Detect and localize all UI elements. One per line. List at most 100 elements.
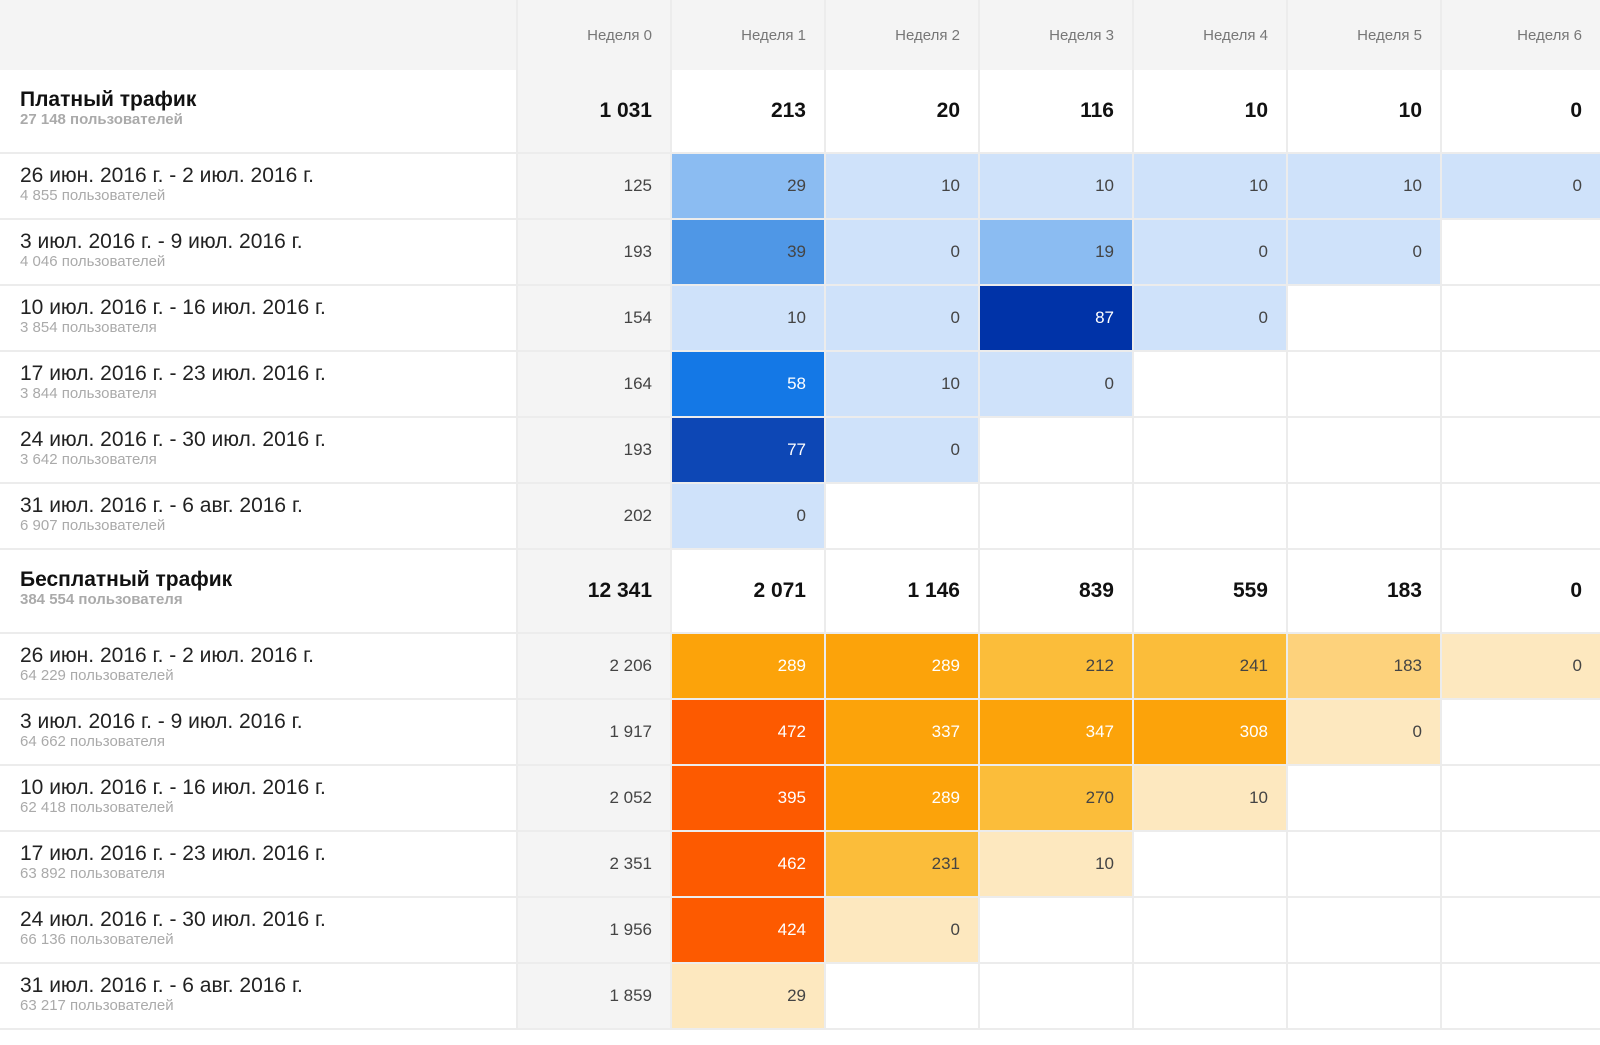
cohort-cell[interactable]: 2 351 [518,832,672,896]
cohort-cell[interactable]: 347 [980,700,1134,764]
cohort-cell[interactable]: 10 [980,154,1134,218]
cohort-cell[interactable] [1134,964,1288,1028]
cohort-cell[interactable]: 29 [672,154,826,218]
cohort-cell[interactable]: 10 [980,832,1134,896]
cohort-cell[interactable]: 270 [980,766,1134,830]
cohort-cell[interactable]: 472 [672,700,826,764]
cohort-cell[interactable]: 202 [518,484,672,548]
cohort-cell[interactable] [1442,220,1600,284]
cohort-cell[interactable]: 0 [1134,220,1288,284]
cohort-cell[interactable]: 0 [1442,154,1600,218]
cohort-cell[interactable] [1288,766,1442,830]
cohort-cell[interactable]: 10 [826,352,980,416]
column-header[interactable]: Неделя 0 [587,26,652,44]
cohort-cell[interactable] [1442,964,1600,1028]
cohort-cell[interactable] [1288,832,1442,896]
group-row[interactable]: Бесплатный трафик 384 554 пользователя 12 … [0,550,1600,634]
cohort-cell[interactable]: 10 [1134,154,1288,218]
table-row[interactable]: 31 июл. 2016 г. - 6 авг. 2016 г. 6 907 по… [0,484,1600,550]
group-row[interactable]: Платный трафик 27 148 пользователей 1 031 2… [0,70,1600,154]
cohort-cell[interactable]: 125 [518,154,672,218]
cohort-cell[interactable]: 289 [826,634,980,698]
cohort-cell[interactable]: 462 [672,832,826,896]
cohort-cell[interactable]: 164 [518,352,672,416]
cohort-cell[interactable] [826,964,980,1028]
cohort-cell[interactable]: 231 [826,832,980,896]
cohort-cell[interactable]: 183 [1288,634,1442,698]
cohort-cell[interactable] [1442,700,1600,764]
cohort-cell[interactable]: 193 [518,418,672,482]
table-row[interactable]: 24 июл. 2016 г. - 30 июл. 2016 г. 66 136 … [0,898,1600,964]
cohort-cell[interactable] [1134,832,1288,896]
cohort-cell[interactable]: 39 [672,220,826,284]
cohort-cell[interactable]: 395 [672,766,826,830]
cohort-cell[interactable]: 29 [672,964,826,1028]
table-row[interactable]: 3 июл. 2016 г. - 9 июл. 2016 г. 4 046 пол… [0,220,1600,286]
cohort-cell[interactable] [1442,832,1600,896]
cohort-cell[interactable]: 1 859 [518,964,672,1028]
cohort-cell[interactable] [1442,418,1600,482]
cohort-cell[interactable] [1442,286,1600,350]
cohort-cell[interactable]: 10 [672,286,826,350]
cohort-cell[interactable]: 212 [980,634,1134,698]
cohort-cell[interactable] [980,898,1134,962]
cohort-cell[interactable]: 0 [826,286,980,350]
cohort-cell[interactable]: 0 [826,220,980,284]
cohort-cell[interactable] [980,484,1134,548]
cohort-cell[interactable]: 424 [672,898,826,962]
cohort-cell[interactable]: 10 [1134,766,1288,830]
cohort-cell[interactable]: 58 [672,352,826,416]
cohort-cell[interactable]: 19 [980,220,1134,284]
table-row[interactable]: 31 июл. 2016 г. - 6 авг. 2016 г. 63 217 п… [0,964,1600,1030]
table-row[interactable]: 3 июл. 2016 г. - 9 июл. 2016 г. 64 662 по… [0,700,1600,766]
cohort-cell[interactable]: 0 [826,898,980,962]
table-row[interactable]: 17 июл. 2016 г. - 23 июл. 2016 г. 3 844 п… [0,352,1600,418]
cohort-cell[interactable]: 0 [1134,286,1288,350]
cohort-cell[interactable] [980,418,1134,482]
cohort-cell[interactable]: 2 206 [518,634,672,698]
cohort-cell[interactable]: 0 [1288,700,1442,764]
cohort-cell[interactable]: 337 [826,700,980,764]
cohort-cell[interactable] [1288,286,1442,350]
cohort-cell[interactable]: 289 [672,634,826,698]
cohort-cell[interactable] [826,484,980,548]
cohort-cell[interactable]: 2 052 [518,766,672,830]
cohort-cell[interactable]: 308 [1134,700,1288,764]
cohort-cell[interactable] [1134,898,1288,962]
cohort-cell[interactable]: 0 [1442,634,1600,698]
cohort-cell[interactable]: 0 [980,352,1134,416]
cohort-cell[interactable]: 0 [826,418,980,482]
cohort-cell[interactable] [1442,352,1600,416]
table-row[interactable]: 26 июн. 2016 г. - 2 июл. 2016 г. 4 855 по… [0,154,1600,220]
cohort-cell[interactable]: 0 [672,484,826,548]
table-row[interactable]: 26 июн. 2016 г. - 2 июл. 2016 г. 64 229 п… [0,634,1600,700]
cohort-cell[interactable]: 10 [1288,154,1442,218]
table-row[interactable]: 10 июл. 2016 г. - 16 июл. 2016 г. 3 854 п… [0,286,1600,352]
cohort-cell[interactable] [1134,484,1288,548]
cohort-cell[interactable]: 289 [826,766,980,830]
cohort-cell[interactable]: 0 [1288,220,1442,284]
cohort-cell[interactable] [1134,352,1288,416]
cohort-cell[interactable] [1288,898,1442,962]
cohort-cell[interactable]: 241 [1134,634,1288,698]
cohort-cell[interactable]: 87 [980,286,1134,350]
column-header[interactable]: Неделя 2 [895,26,960,44]
cohort-cell[interactable] [1288,352,1442,416]
column-header[interactable]: Неделя 1 [741,26,806,44]
cohort-cell[interactable] [980,964,1134,1028]
column-header[interactable]: Неделя 5 [1357,26,1422,44]
cohort-cell[interactable] [1442,766,1600,830]
cohort-cell[interactable] [1134,418,1288,482]
cohort-cell[interactable]: 1 956 [518,898,672,962]
cohort-cell[interactable] [1442,484,1600,548]
table-row[interactable]: 10 июл. 2016 г. - 16 июл. 2016 г. 62 418 … [0,766,1600,832]
table-row[interactable]: 17 июл. 2016 г. - 23 июл. 2016 г. 63 892 … [0,832,1600,898]
column-header[interactable]: Неделя 4 [1203,26,1268,44]
cohort-cell[interactable] [1288,418,1442,482]
table-row[interactable]: 24 июл. 2016 г. - 30 июл. 2016 г. 3 642 п… [0,418,1600,484]
cohort-cell[interactable]: 154 [518,286,672,350]
cohort-cell[interactable] [1288,964,1442,1028]
cohort-cell[interactable]: 10 [826,154,980,218]
column-header[interactable]: Неделя 6 [1517,26,1582,44]
cohort-cell[interactable] [1442,898,1600,962]
